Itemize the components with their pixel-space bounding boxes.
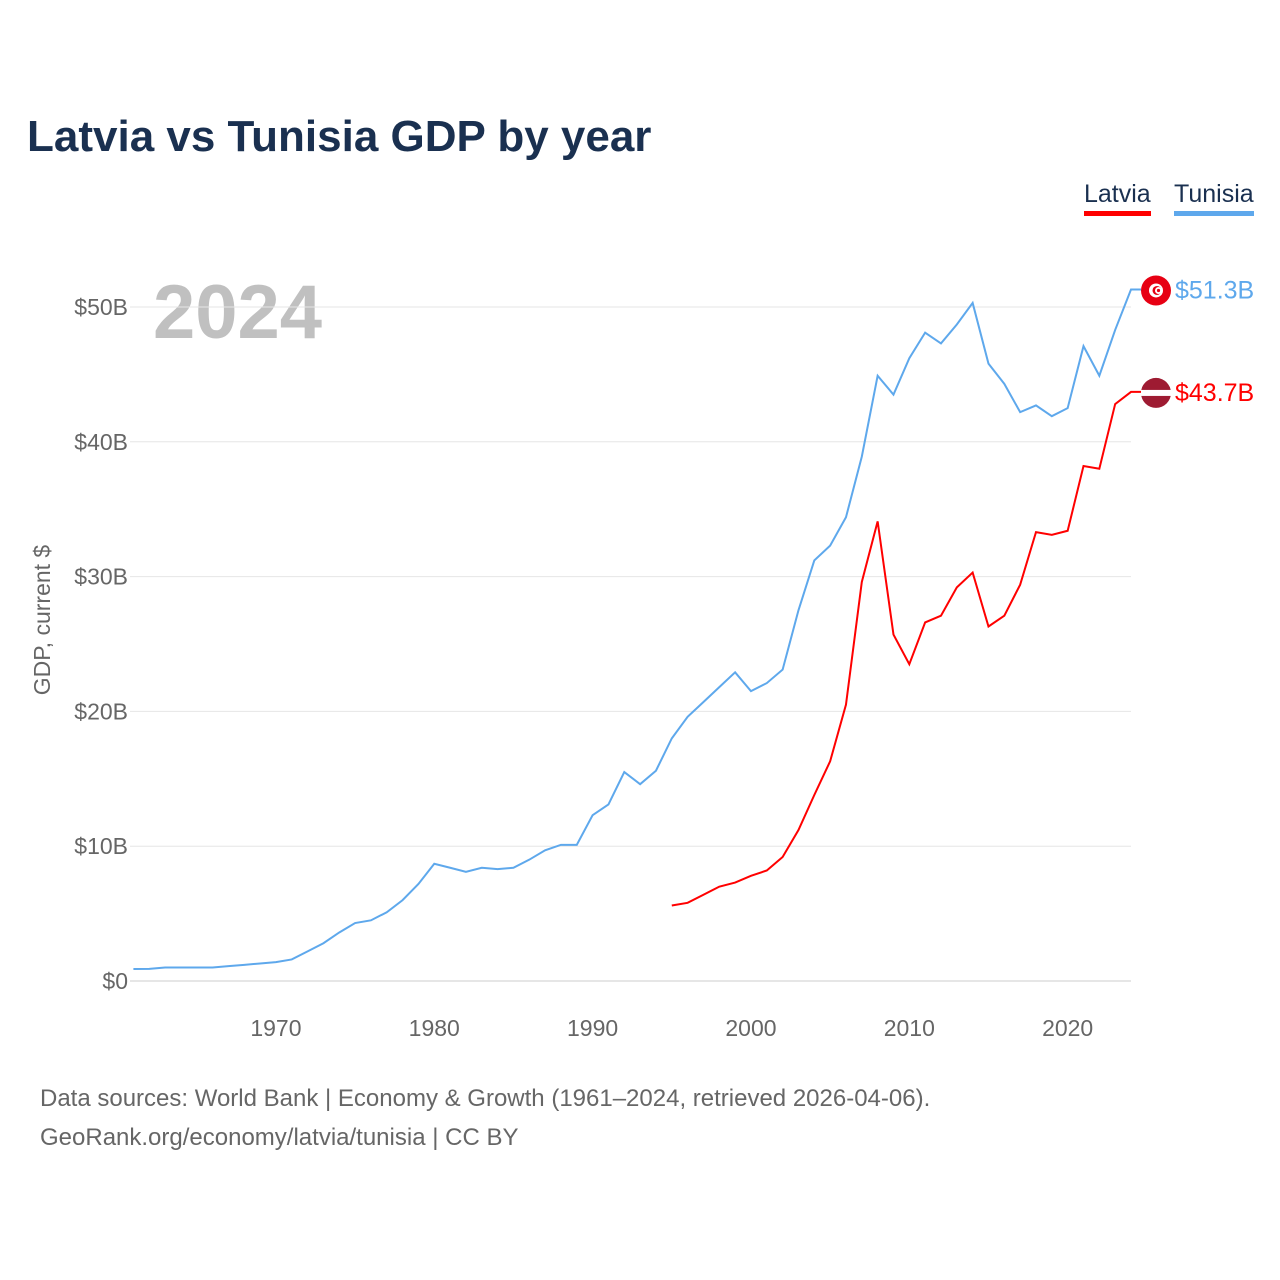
x-tick-label: 1970	[250, 1015, 301, 1041]
x-tick-label: 2000	[725, 1015, 776, 1041]
legend-latvia[interactable]: Latvia	[1084, 180, 1151, 216]
source-text: Data sources: World Bank | Economy & Gro…	[40, 1085, 931, 1112]
legend-tunisia[interactable]: Tunisia	[1174, 180, 1254, 216]
x-tick-label: 2010	[884, 1015, 935, 1041]
year-watermark: 2024	[153, 270, 322, 355]
x-tick-label: 2020	[1042, 1015, 1093, 1041]
latvia-flag-icon	[1141, 389, 1171, 396]
end-value-label-tunisia: $51.3B	[1175, 276, 1254, 304]
tunisia-flag-icon	[1156, 288, 1161, 293]
y-tick-label: $40B	[74, 429, 128, 455]
end-value-label-latvia: $43.7B	[1175, 379, 1254, 407]
x-tick-label: 1990	[567, 1015, 618, 1041]
x-tick-label: 1980	[409, 1015, 460, 1041]
chart-title: Latvia vs Tunisia GDP by year	[27, 112, 652, 161]
y-tick-label: $10B	[74, 833, 128, 859]
series-line-latvia	[671, 390, 1141, 907]
y-tick-label: $0	[102, 968, 128, 994]
y-tick-label: $50B	[74, 294, 128, 320]
y-tick-label: $30B	[74, 564, 128, 590]
y-axis-label: GDP, current $	[29, 545, 55, 696]
source-link[interactable]: GeoRank.org/economy/latvia/tunisia | CC …	[40, 1124, 519, 1151]
y-tick-label: $20B	[74, 698, 128, 724]
series-line-tunisia	[133, 288, 1141, 971]
